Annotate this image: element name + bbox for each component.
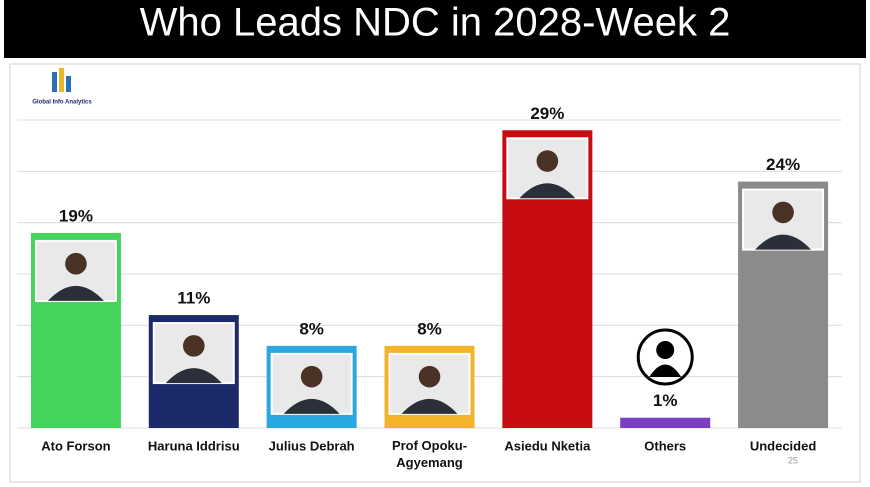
bar <box>620 417 711 428</box>
chart-title: Who Leads NDC in 2028-Week 2 <box>140 1 731 45</box>
page-number: 25 <box>788 455 798 465</box>
logo-bar <box>66 76 71 92</box>
x-tick-label: Others <box>644 438 686 453</box>
x-tick-label: Ato Forson <box>41 438 110 453</box>
photo-body <box>755 234 812 250</box>
value-label: 19% <box>59 206 93 225</box>
x-tick-label: Undecided <box>750 438 817 453</box>
x-tick-label: Prof Opoku- Agyemang <box>392 438 467 470</box>
photo-body <box>165 368 222 384</box>
title-bar <box>4 0 866 58</box>
chart-frame <box>9 63 861 483</box>
value-label: 29% <box>530 104 564 123</box>
photo-head <box>536 150 559 172</box>
brand: Global Info Analytics <box>32 100 92 106</box>
photo-body <box>47 285 104 301</box>
logo-bar <box>52 72 57 92</box>
icon-body <box>649 364 682 377</box>
photo-head <box>418 365 441 388</box>
logo-bar <box>59 68 64 92</box>
photo-head <box>772 201 794 224</box>
value-label: 8% <box>299 319 324 338</box>
x-tick-label: Asiedu Nketia <box>504 438 591 453</box>
x-tick-label-line: Prof Opoku- <box>392 438 467 453</box>
photo-body <box>283 398 340 414</box>
value-label: 8% <box>417 319 442 338</box>
x-tick-label-line: Agyemang <box>396 455 463 470</box>
value-label: 24% <box>766 155 800 174</box>
photo-head <box>300 365 323 388</box>
value-label: 1% <box>653 391 678 410</box>
x-tick-label: Haruna Iddrisu <box>148 438 240 453</box>
photo-body <box>401 398 458 414</box>
photo-body <box>519 183 576 199</box>
value-label: 11% <box>177 289 210 308</box>
icon-head <box>656 341 675 359</box>
logo <box>52 68 71 92</box>
x-tick-label: Julius Debrah <box>269 438 355 453</box>
photo-head <box>65 252 87 275</box>
photo-head <box>182 335 205 357</box>
